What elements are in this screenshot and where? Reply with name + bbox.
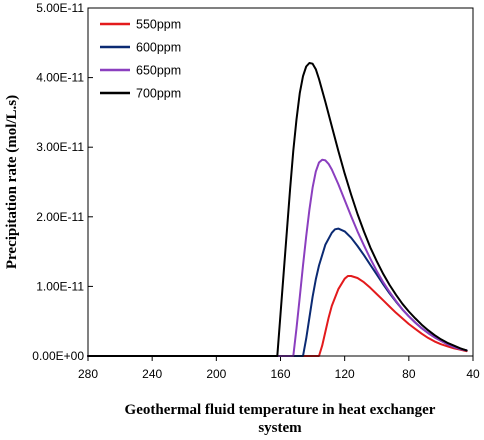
tick-labels: 0.00E+00 1.00E-11 2.00E-11 3.00E-11 4.00E-11… xyxy=(32,1,480,381)
x-tick-label: 280 xyxy=(78,367,98,381)
series-lines xyxy=(87,62,468,357)
series-line-650ppm xyxy=(87,158,468,357)
legend-label: 650ppm xyxy=(136,64,181,78)
y-tick-label: 0.00E+00 xyxy=(32,349,84,363)
y-tick-label: 1.00E-11 xyxy=(36,279,84,293)
y-tick-label: 2.00E-11 xyxy=(36,210,84,224)
y-tick-label: 5.00E-11 xyxy=(36,1,84,15)
legend-label: 700ppm xyxy=(136,87,181,101)
x-tick-label: 120 xyxy=(335,367,355,381)
series-line-700ppm xyxy=(87,62,468,357)
x-tick-label: 80 xyxy=(402,367,416,381)
y-tick-label: 4.00E-11 xyxy=(36,71,84,85)
series-line-600ppm xyxy=(87,227,468,357)
x-tick-label: 40 xyxy=(466,367,480,381)
x-axis-title-line-2: system xyxy=(258,420,302,436)
x-tick-label: 240 xyxy=(142,367,162,381)
legend-label: 600ppm xyxy=(136,41,181,55)
legend-label: 550ppm xyxy=(136,18,181,32)
y-tick-label: 3.00E-11 xyxy=(36,140,84,154)
plot-area-frame xyxy=(87,7,474,357)
x-tick-label: 200 xyxy=(206,367,226,381)
y-axis-title: Precipitation rate (mol/L.s) xyxy=(4,95,20,269)
series-line-550ppm xyxy=(87,275,468,357)
x-tick-label: 160 xyxy=(270,367,290,381)
x-axis-title-line-1: Geothermal fluid temperature in heat exc… xyxy=(125,402,436,418)
legend: 550ppm 600ppm 650ppm 700ppm xyxy=(100,18,181,101)
